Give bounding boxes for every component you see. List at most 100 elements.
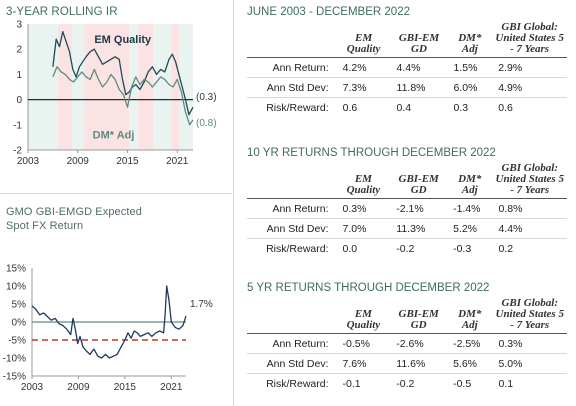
table-row: Risk/Reward: 0.6 0.4 0.3 0.6 xyxy=(247,98,567,118)
shaded-period xyxy=(71,24,85,150)
cell: 0.3 xyxy=(453,101,469,114)
cell: -0.5% xyxy=(336,333,391,354)
y-tick-label: 15% xyxy=(6,264,26,275)
row-label: Risk/Reward: xyxy=(266,377,329,390)
cell: 0.8% xyxy=(492,198,567,219)
cell: 11.3% xyxy=(390,218,448,239)
x-tick-label: 2015 xyxy=(114,382,137,393)
cell: 0.4 xyxy=(396,101,412,114)
cell: 0.6 xyxy=(498,101,513,114)
shaded-period xyxy=(129,24,139,150)
spot-fx-chart: 15% 10% 5% 0% -5% -10% -15%2003 2009 2015 2021 1.7… xyxy=(3,264,213,394)
y-tick-label: -10% xyxy=(3,354,26,365)
y-tick-label: 10% xyxy=(6,282,26,293)
col-header: DM* Adj xyxy=(447,163,493,199)
cell: 2.9% xyxy=(492,57,567,78)
cell: -0.2 xyxy=(396,377,415,390)
y-tick-label: -15% xyxy=(3,372,26,383)
row-label: Ann Return: xyxy=(247,333,337,354)
col-header: GBI Global: United States 5 - 7 Years xyxy=(492,163,567,199)
col-header: EM Quality xyxy=(336,22,391,58)
table-row: Risk/Reward: -0.1 -0.2 -0.5 0.1 xyxy=(247,374,567,394)
x-tick-label: 2003 xyxy=(17,156,40,167)
row-label: Risk/Reward: xyxy=(266,242,329,255)
cell: 4.4% xyxy=(390,57,448,78)
col-header: GBI Global: United States 5 - 7 Years xyxy=(492,22,567,58)
stats-table-5yr: EM Quality GBI-EM GD DM* Adj GBI Global:… xyxy=(247,298,567,393)
table1-title: JUNE 2003 - DECEMBER 2022 xyxy=(247,6,410,18)
shaded-period xyxy=(171,24,180,150)
series-annotation: EM Quality xyxy=(94,34,152,46)
col-header: DM* Adj xyxy=(447,22,493,58)
table2-title: 10 YR RETURNS THROUGH DECEMBER 2022 xyxy=(247,147,496,159)
col-header: EM Quality xyxy=(336,163,391,199)
cell: 5.2% xyxy=(447,218,493,239)
y-tick-label: 3 xyxy=(16,20,22,31)
y-tick-label: 5% xyxy=(12,300,27,311)
y-tick-label: 2 xyxy=(16,45,22,56)
table-header-row: EM Quality GBI-EM GD DM* Adj GBI Global:… xyxy=(247,22,567,58)
shaded-period xyxy=(28,24,58,150)
y-tick-label: 1 xyxy=(16,70,22,81)
cell: -0.5 xyxy=(453,377,472,390)
col-header: GBI Global: United States 5 - 7 Years xyxy=(492,298,567,334)
table-row: Ann Std Dev: 7.3% 11.8% 6.0% 4.9% xyxy=(247,77,567,98)
shaded-period xyxy=(84,24,130,150)
cell: 7.0% xyxy=(336,218,391,239)
cell: 5.0% xyxy=(492,353,567,374)
x-tick-label: 2003 xyxy=(21,382,44,393)
cell: -1.4% xyxy=(447,198,493,219)
cell: 7.6% xyxy=(336,353,391,374)
table-row: Ann Std Dev: 7.6% 11.6% 5.6% 5.0% xyxy=(247,353,567,374)
x-tick-label: 2021 xyxy=(166,156,189,167)
x-tick-label: 2009 xyxy=(67,156,90,167)
shaded-period xyxy=(57,24,72,150)
row-label: Risk/Reward: xyxy=(266,101,329,114)
y-tick-label: 0% xyxy=(12,318,27,329)
cell: 0.1 xyxy=(498,377,514,390)
cell: 1.5% xyxy=(447,57,493,78)
cell: -0.2 xyxy=(396,242,415,255)
row-label: Ann Std Dev: xyxy=(247,218,337,239)
y-tick-label: -2 xyxy=(13,146,22,157)
y-tick-label: -1 xyxy=(13,120,22,131)
x-tick-label: 2021 xyxy=(160,382,183,393)
series-line xyxy=(52,30,194,116)
x-tick-label: 2009 xyxy=(67,382,90,393)
cell: 0.6 xyxy=(342,101,358,114)
end-label: (0.8) xyxy=(196,118,217,129)
cell: -0.1 xyxy=(342,377,361,390)
cell: 4.9% xyxy=(492,77,567,98)
col-header: EM Quality xyxy=(336,298,391,334)
cell: 6.0% xyxy=(447,77,493,98)
row-label: Ann Std Dev: xyxy=(247,353,337,374)
table-row: Ann Return: 4.2% 4.4% 1.5% 2.9% xyxy=(247,57,567,78)
series-line xyxy=(31,285,187,359)
cell: 0.2 xyxy=(498,242,514,255)
table-row: Ann Return: 0.3% -2.1% -1.4% 0.8% xyxy=(247,198,567,219)
cell: 0.0 xyxy=(342,242,358,255)
shaded-period xyxy=(179,24,193,150)
col-header: DM* Adj xyxy=(447,298,493,334)
chart1-title: 3-YEAR ROLLING IR xyxy=(6,6,118,18)
stats-table-10yr: EM Quality GBI-EM GD DM* Adj GBI Global:… xyxy=(247,163,567,258)
cell: -2.5% xyxy=(447,333,493,354)
shaded-period xyxy=(138,24,154,150)
row-label: Ann Return: xyxy=(247,198,337,219)
chart2-title: GMO GBI-EMGD Expected Spot FX Return xyxy=(6,206,142,232)
y-tick-label: 0 xyxy=(16,95,22,106)
x-tick-label: 2015 xyxy=(116,156,139,167)
cell: -2.1% xyxy=(390,198,448,219)
vertical-divider xyxy=(233,0,234,406)
cell: 0.3% xyxy=(492,333,567,354)
shaded-period xyxy=(153,24,172,150)
cell: 0.3% xyxy=(336,198,391,219)
stats-table-full-period: EM Quality GBI-EM GD DM* Adj GBI Global:… xyxy=(247,22,567,117)
cell: -2.6% xyxy=(390,333,448,354)
cell: 7.3% xyxy=(336,77,391,98)
y-tick-label: -5% xyxy=(8,336,26,347)
table-row: Ann Return: -0.5% -2.6% -2.5% 0.3% xyxy=(247,333,567,354)
cell: 11.6% xyxy=(390,353,448,374)
col-header: GBI-EM GD xyxy=(390,298,448,334)
